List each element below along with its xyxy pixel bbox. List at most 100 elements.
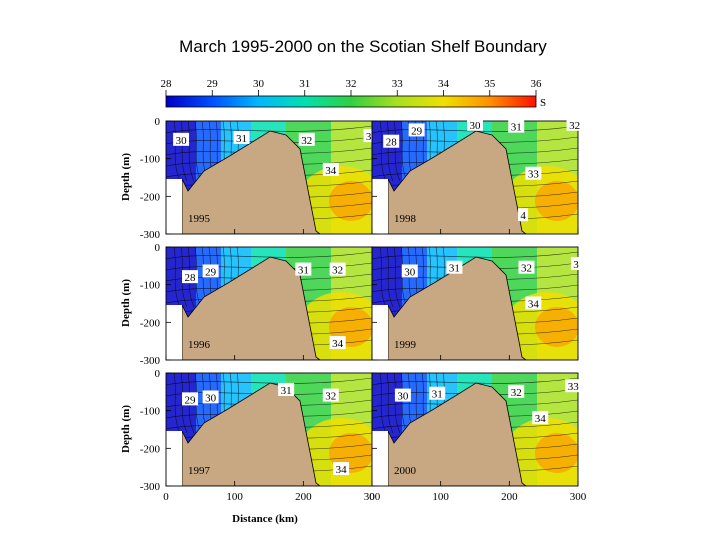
contour-label: 32 [569, 120, 580, 132]
contour-label-bg [401, 264, 418, 278]
contour-label: 33 [568, 381, 580, 393]
x-tick-label: 200 [501, 491, 518, 503]
contour-label-bg [565, 379, 582, 393]
contour-label: 34 [535, 413, 547, 425]
contour-label: 31 [236, 133, 247, 145]
contour-label: 30 [176, 135, 188, 147]
contour-line [372, 125, 578, 134]
contour-label-bg [570, 256, 581, 270]
colorbar-tick-label: 35 [484, 78, 496, 90]
y-tick-label: -100 [140, 280, 161, 292]
contour-line [372, 251, 578, 260]
x-tick-label: 0 [369, 491, 375, 503]
contour-label: 31 [432, 389, 443, 401]
contour-label: 30 [404, 266, 416, 278]
contour-line [379, 121, 387, 182]
contour-label-bg [329, 262, 346, 276]
contour-line [400, 121, 408, 182]
panel-year-label: 1997 [188, 465, 211, 477]
x-tick-label: 300 [364, 491, 381, 503]
y-tick-label: -300 [140, 481, 161, 493]
x-tick-label: 100 [226, 491, 243, 503]
bathymetry [181, 256, 321, 360]
contour-label: 34 [325, 165, 337, 177]
panel-1999: 30 31 32 34 3 1999 [371, 246, 581, 361]
bathymetry [181, 382, 321, 486]
contour-label-bg [322, 162, 339, 176]
contour-label: 32 [511, 387, 522, 399]
contour-label-bg [329, 336, 346, 350]
panel-frame [371, 246, 579, 361]
contour-label-bg [508, 384, 525, 398]
contour-label: 32 [325, 391, 336, 403]
contour-label: 30 [470, 120, 482, 132]
contour-label-bg [508, 119, 525, 133]
panel-1995: 0 -100 -200 -300 30 31 32 34 3 1995 [140, 116, 374, 241]
contour-label-bg [525, 166, 542, 180]
y-tick-label: 0 [155, 116, 161, 128]
contour-line [379, 373, 387, 434]
contour-label: 3 [573, 259, 579, 271]
y-axis-label-top: Depth (m) [120, 153, 132, 201]
contour-line [386, 373, 394, 434]
contour-label-bg [532, 411, 549, 425]
contour-line [372, 388, 578, 397]
contour-label-bg [233, 130, 250, 144]
contour-line [166, 125, 372, 134]
y-axis-label-bottom: Depth (m) [120, 405, 132, 453]
contour-label: 31 [281, 385, 292, 397]
colorbar-tick-label: 31 [299, 78, 310, 90]
y-tick-label: -300 [140, 229, 161, 241]
contour-label-bg [182, 270, 199, 284]
contour-label-bg [278, 382, 295, 396]
colorbar-tick-label: 34 [438, 78, 450, 90]
bathymetry [387, 130, 527, 234]
panel-2000: 0 100 200 300 30 31 32 34 33 2000 [369, 372, 587, 503]
y-tick-label: -100 [140, 406, 161, 418]
colorbar-ticks: 28 29 30 31 32 33 34 35 36 [161, 78, 542, 96]
contour-label: 34 [332, 338, 344, 350]
contour-line [393, 121, 401, 182]
salinity-field [166, 247, 372, 360]
contour-label: 4 [520, 210, 526, 222]
contour-label-bg [322, 388, 339, 402]
contour-label: 32 [301, 135, 312, 147]
salinity-field [166, 121, 372, 234]
contour-label-bg [182, 392, 199, 406]
contour-label: 3 [366, 131, 372, 143]
contour-line [173, 373, 181, 434]
contour-label: 34 [528, 299, 540, 311]
salinity-field [372, 121, 578, 234]
y-tick-label: 0 [155, 368, 161, 380]
bathymetry [387, 256, 527, 360]
colorbar-tick-label: 28 [161, 78, 173, 90]
contour-line [173, 121, 181, 182]
panel-frame [371, 372, 579, 487]
colorbar-label: S [540, 97, 546, 109]
panel-year-label: 1996 [188, 339, 211, 351]
contour-label: 31 [511, 122, 522, 134]
contour-label: 28 [185, 272, 197, 284]
y-tick-label: -100 [140, 154, 161, 166]
contour-line [393, 247, 401, 308]
contour-label-bg [446, 260, 463, 274]
contour-label-bg [525, 296, 542, 310]
x-tick-label: 300 [570, 491, 587, 503]
colorbar-tick-label: 32 [346, 78, 357, 90]
x-tick-label: 200 [295, 491, 312, 503]
y-tick-label: -200 [140, 317, 161, 329]
contour-label: 34 [336, 464, 348, 476]
contour-label: 30 [397, 391, 409, 403]
contour-label-bg [408, 123, 425, 137]
contour-label-bg [429, 386, 446, 400]
contour-line [194, 121, 202, 182]
colorbar-tick-label: 30 [253, 78, 265, 90]
contour-line [400, 373, 408, 434]
contour-line [187, 121, 195, 182]
x-tick-label: 100 [432, 491, 449, 503]
y-tick-label: -200 [140, 443, 161, 455]
contour-label: 29 [205, 266, 217, 278]
